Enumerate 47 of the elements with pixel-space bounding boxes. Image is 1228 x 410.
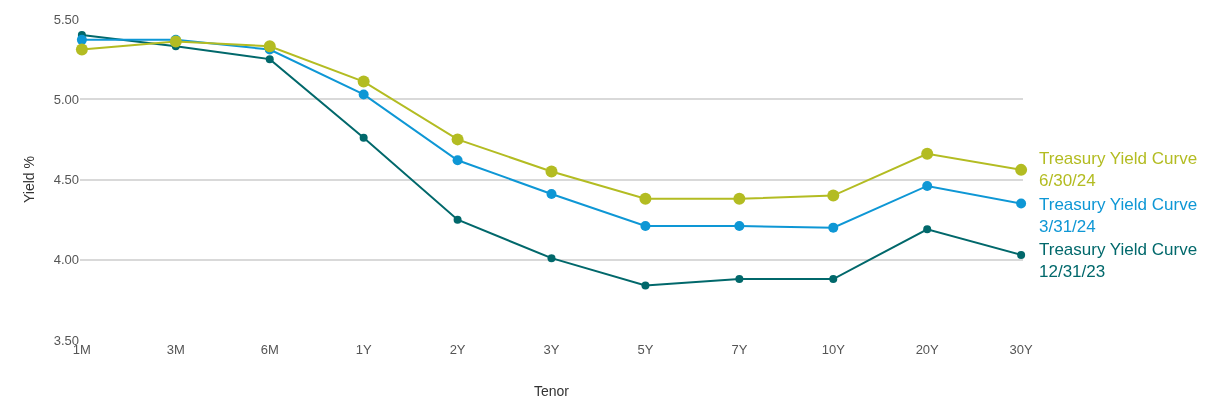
series-label: Treasury Yield Curve 6/30/24 (1039, 149, 1198, 191)
point (453, 215, 462, 224)
point (734, 221, 745, 232)
point (357, 75, 370, 88)
y-tick-label: 5.50 (53, 11, 79, 27)
point (452, 155, 463, 166)
series-label: Treasury Yield Curve 3/31/24 (1039, 195, 1198, 237)
x-tick-label: 7Y (731, 342, 748, 357)
y-axis-title: Yield % (21, 156, 38, 203)
y-tick-label: 5.00 (53, 91, 79, 107)
x-tick-label: 2Y (449, 342, 466, 357)
point (75, 43, 88, 56)
point (641, 281, 650, 290)
point (1017, 250, 1026, 259)
point (735, 275, 744, 284)
point (546, 188, 557, 199)
point (1016, 198, 1027, 209)
x-tick-label: 5Y (637, 342, 654, 357)
y-tick-label: 4.50 (53, 172, 79, 188)
point (358, 89, 369, 100)
point (922, 180, 933, 191)
x-axis-title: Tenor (533, 383, 570, 400)
point (1015, 163, 1028, 176)
point (827, 189, 840, 202)
point (829, 275, 838, 284)
point (547, 254, 556, 263)
x-tick-label: 3Y (543, 342, 560, 357)
point (921, 147, 934, 160)
point (733, 192, 746, 205)
x-tick-label: 30Y (1009, 342, 1034, 357)
point (76, 34, 87, 45)
x-tick-label: 6M (260, 342, 279, 357)
point (828, 222, 839, 233)
point (451, 133, 464, 146)
point (545, 165, 558, 178)
point (263, 40, 276, 53)
y-tick-label: 4.00 (53, 252, 79, 268)
x-tick-label: 1Y (355, 342, 372, 357)
point (640, 221, 651, 232)
x-tick-label: 10Y (821, 342, 846, 357)
series-label: Treasury Yield Curve 12/31/23 (1039, 240, 1198, 282)
point (923, 225, 932, 234)
point (265, 55, 274, 64)
x-tick-label: 20Y (915, 342, 940, 357)
point (639, 192, 652, 205)
x-tick-label: 3M (166, 342, 185, 357)
point (359, 133, 368, 142)
